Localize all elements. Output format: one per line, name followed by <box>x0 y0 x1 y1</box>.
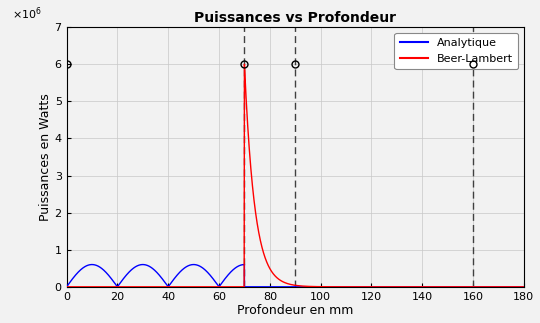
Title: Puissances vs Profondeur: Puissances vs Profondeur <box>194 11 396 25</box>
Y-axis label: Puissances en Watts: Puissances en Watts <box>39 93 52 221</box>
X-axis label: Profondeur en mm: Profondeur en mm <box>237 305 353 318</box>
Legend: Analytique, Beer-Lambert: Analytique, Beer-Lambert <box>394 33 518 69</box>
Text: $\times 10^6$: $\times 10^6$ <box>12 5 42 22</box>
